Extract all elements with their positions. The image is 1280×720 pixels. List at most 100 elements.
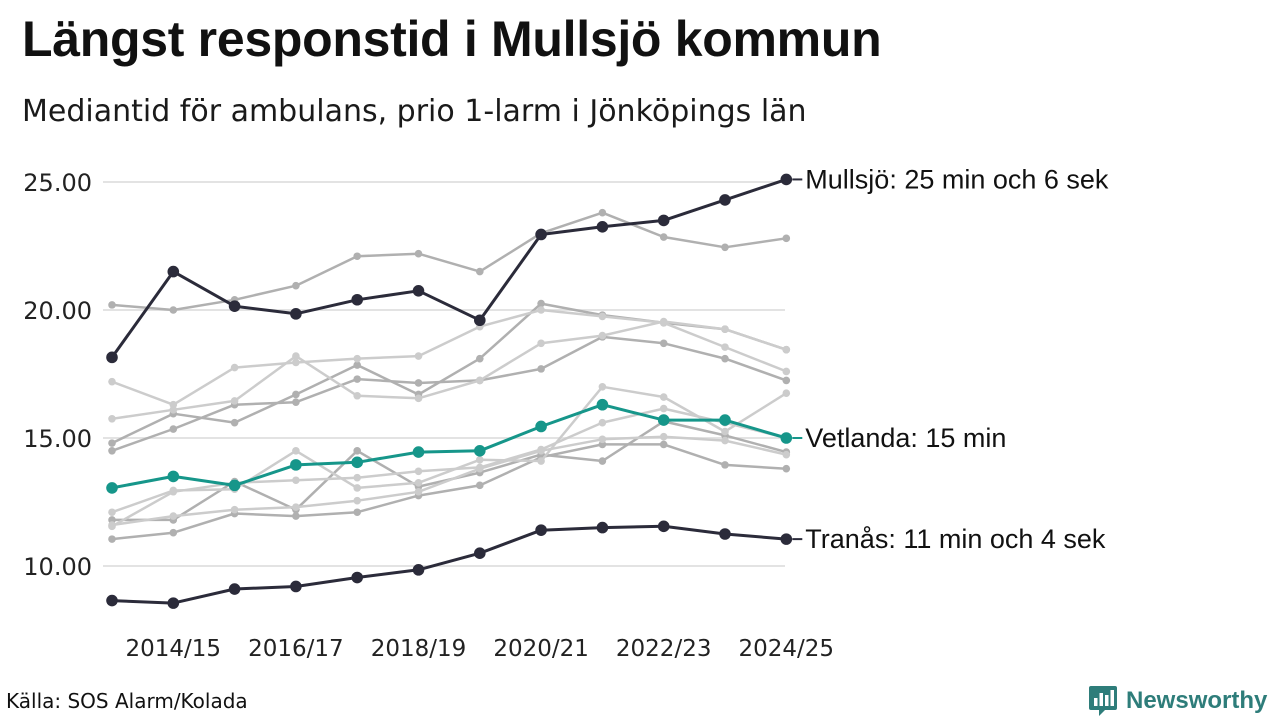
series-other-10-point: [659, 432, 668, 441]
series-other-2: [108, 299, 791, 447]
series-other-10-point: [108, 521, 116, 529]
series-other-8-point: [721, 427, 729, 436]
series-other-7-point: [230, 397, 239, 405]
series-vetlanda-point: [412, 446, 425, 458]
brand-logo: Newsworthy: [1088, 684, 1267, 718]
series-other-2-point: [476, 354, 484, 363]
series-other-4-point: [353, 447, 362, 455]
series-other-7-line: [110, 320, 788, 421]
series-other-2-point: [353, 361, 362, 369]
series-other-3-point: [782, 376, 791, 385]
x-axis: 2014/15 2016/17 2018/19 2020/21 2022/23 2024/…: [126, 636, 835, 662]
series-mullsjo: [106, 173, 793, 364]
series-other-9-point: [292, 476, 300, 485]
series-other-3-point: [108, 447, 116, 455]
newsworthy-logo-icon: [1089, 686, 1117, 716]
series-mullsjo-point: [351, 293, 364, 306]
y-tick-label: 15.00: [23, 425, 92, 453]
series-other-5-point: [169, 528, 178, 537]
brand-name: Newsworthy: [1126, 687, 1268, 714]
series-mullsjo-point: [535, 228, 547, 241]
x-tick-label: 2024/25: [739, 636, 835, 662]
series-mullsjo-line: [110, 177, 788, 359]
series-vetlanda-point: [351, 456, 364, 469]
series-other-10-point: [414, 487, 423, 496]
series-other-7-point: [414, 394, 423, 403]
series-other-6-point: [353, 354, 362, 363]
series-other-5-point: [353, 508, 362, 517]
series-other-10: [108, 432, 791, 529]
series-mullsjo-point: [228, 300, 241, 312]
series-mullsjo-point: [290, 308, 302, 320]
series-other-7: [108, 317, 791, 423]
series-other-2-point: [108, 439, 116, 447]
series-other-5-point: [721, 461, 729, 469]
series-other-9-point: [598, 418, 607, 427]
x-tick-label: 2020/21: [493, 636, 589, 662]
series-other-7-point: [782, 345, 791, 354]
series-other-6-point: [414, 352, 423, 360]
series-vetlanda-line: [110, 403, 788, 490]
y-tick-label: 10.00: [23, 553, 92, 581]
series-label-mullsjo: Mullsjö: 25 min och 6 sek: [805, 164, 1109, 194]
series-other-10-point: [353, 496, 362, 505]
series-other-8-point: [537, 457, 545, 465]
series-other-10-point: [782, 450, 791, 459]
series-other-7-point: [476, 376, 484, 385]
series-other-10-point: [537, 447, 545, 455]
series-other-1-point: [292, 281, 300, 290]
series-tranas-point: [780, 533, 793, 545]
series-other-6-point: [292, 358, 300, 367]
series-other-6-point: [721, 343, 729, 351]
series-other-7-point: [292, 352, 300, 360]
series-mullsjo-point: [106, 351, 118, 364]
series-other-8-point: [292, 447, 300, 455]
series-vetlanda-point: [228, 479, 241, 492]
series-other-7-point: [169, 406, 178, 414]
x-tick-label: 2014/15: [126, 636, 222, 662]
series-other-10-point: [721, 436, 729, 445]
highlight-series-layer: [106, 173, 793, 609]
series-vetlanda-point: [657, 414, 670, 426]
series-tranas-point: [167, 597, 180, 609]
series-tranas-point: [351, 571, 364, 584]
series-vetlanda-point: [290, 459, 302, 471]
series-other-3-point: [414, 379, 423, 387]
series-other-8-point: [353, 484, 362, 492]
series-other-5: [108, 440, 791, 543]
series-other-10-point: [598, 435, 607, 444]
x-tick-label: 2022/23: [616, 636, 712, 662]
series-tranas-point: [228, 583, 241, 595]
series-other-3-point: [292, 398, 300, 406]
series-other-5-point: [476, 481, 484, 490]
series-other-9-point: [414, 467, 423, 476]
series-label-layer: Mullsjö: 25 min och 6 sek Vetlanda: 15 mi…: [792, 164, 1109, 554]
series-mullsjo-point: [780, 173, 793, 186]
series-other-3-point: [537, 365, 545, 373]
series-other-10-line: [110, 435, 788, 527]
x-tick-label: 2018/19: [371, 636, 467, 662]
series-other-3-point: [721, 354, 729, 363]
series-other-5-point: [292, 512, 300, 520]
series-other-1-point: [169, 306, 178, 314]
series-other-3: [108, 333, 791, 455]
series-other-3-line: [110, 335, 788, 453]
series-other-7-point: [537, 339, 545, 348]
series-tranas-point: [412, 564, 425, 576]
series-other-2-point: [230, 418, 239, 427]
series-other-5-point: [108, 535, 116, 543]
series-tranas-point: [290, 580, 302, 593]
series-other-9-point: [353, 473, 362, 482]
series-vetlanda-point: [780, 432, 793, 444]
series-other-7-point: [659, 317, 668, 326]
series-other-3-point: [353, 375, 362, 383]
series-label-vetlanda: Vetlanda: 15 min: [805, 423, 1006, 453]
y-tick-label: 20.00: [23, 297, 92, 325]
series-other-8-point: [414, 479, 423, 487]
series-other-7-point: [108, 415, 116, 423]
other-series-layer: [108, 208, 791, 543]
series-other-10-point: [292, 503, 300, 511]
series-other-7-point: [353, 391, 362, 400]
series-other-10-point: [230, 505, 239, 514]
